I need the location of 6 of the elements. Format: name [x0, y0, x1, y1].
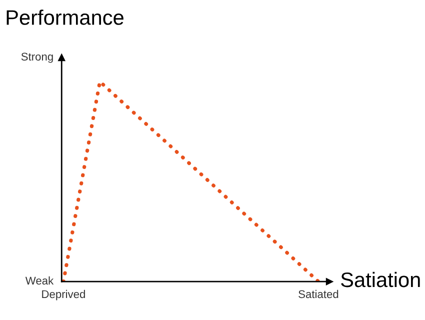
y-axis-title: Performance: [6, 10, 124, 25]
text: Weak: [25, 276, 54, 285]
x-tick-label: Deprived: [42, 290, 85, 300]
x-axis-title: Satiation: [341, 272, 420, 288]
text: Strong: [21, 52, 53, 63]
x-tick-label: Satiated: [298, 290, 338, 298]
